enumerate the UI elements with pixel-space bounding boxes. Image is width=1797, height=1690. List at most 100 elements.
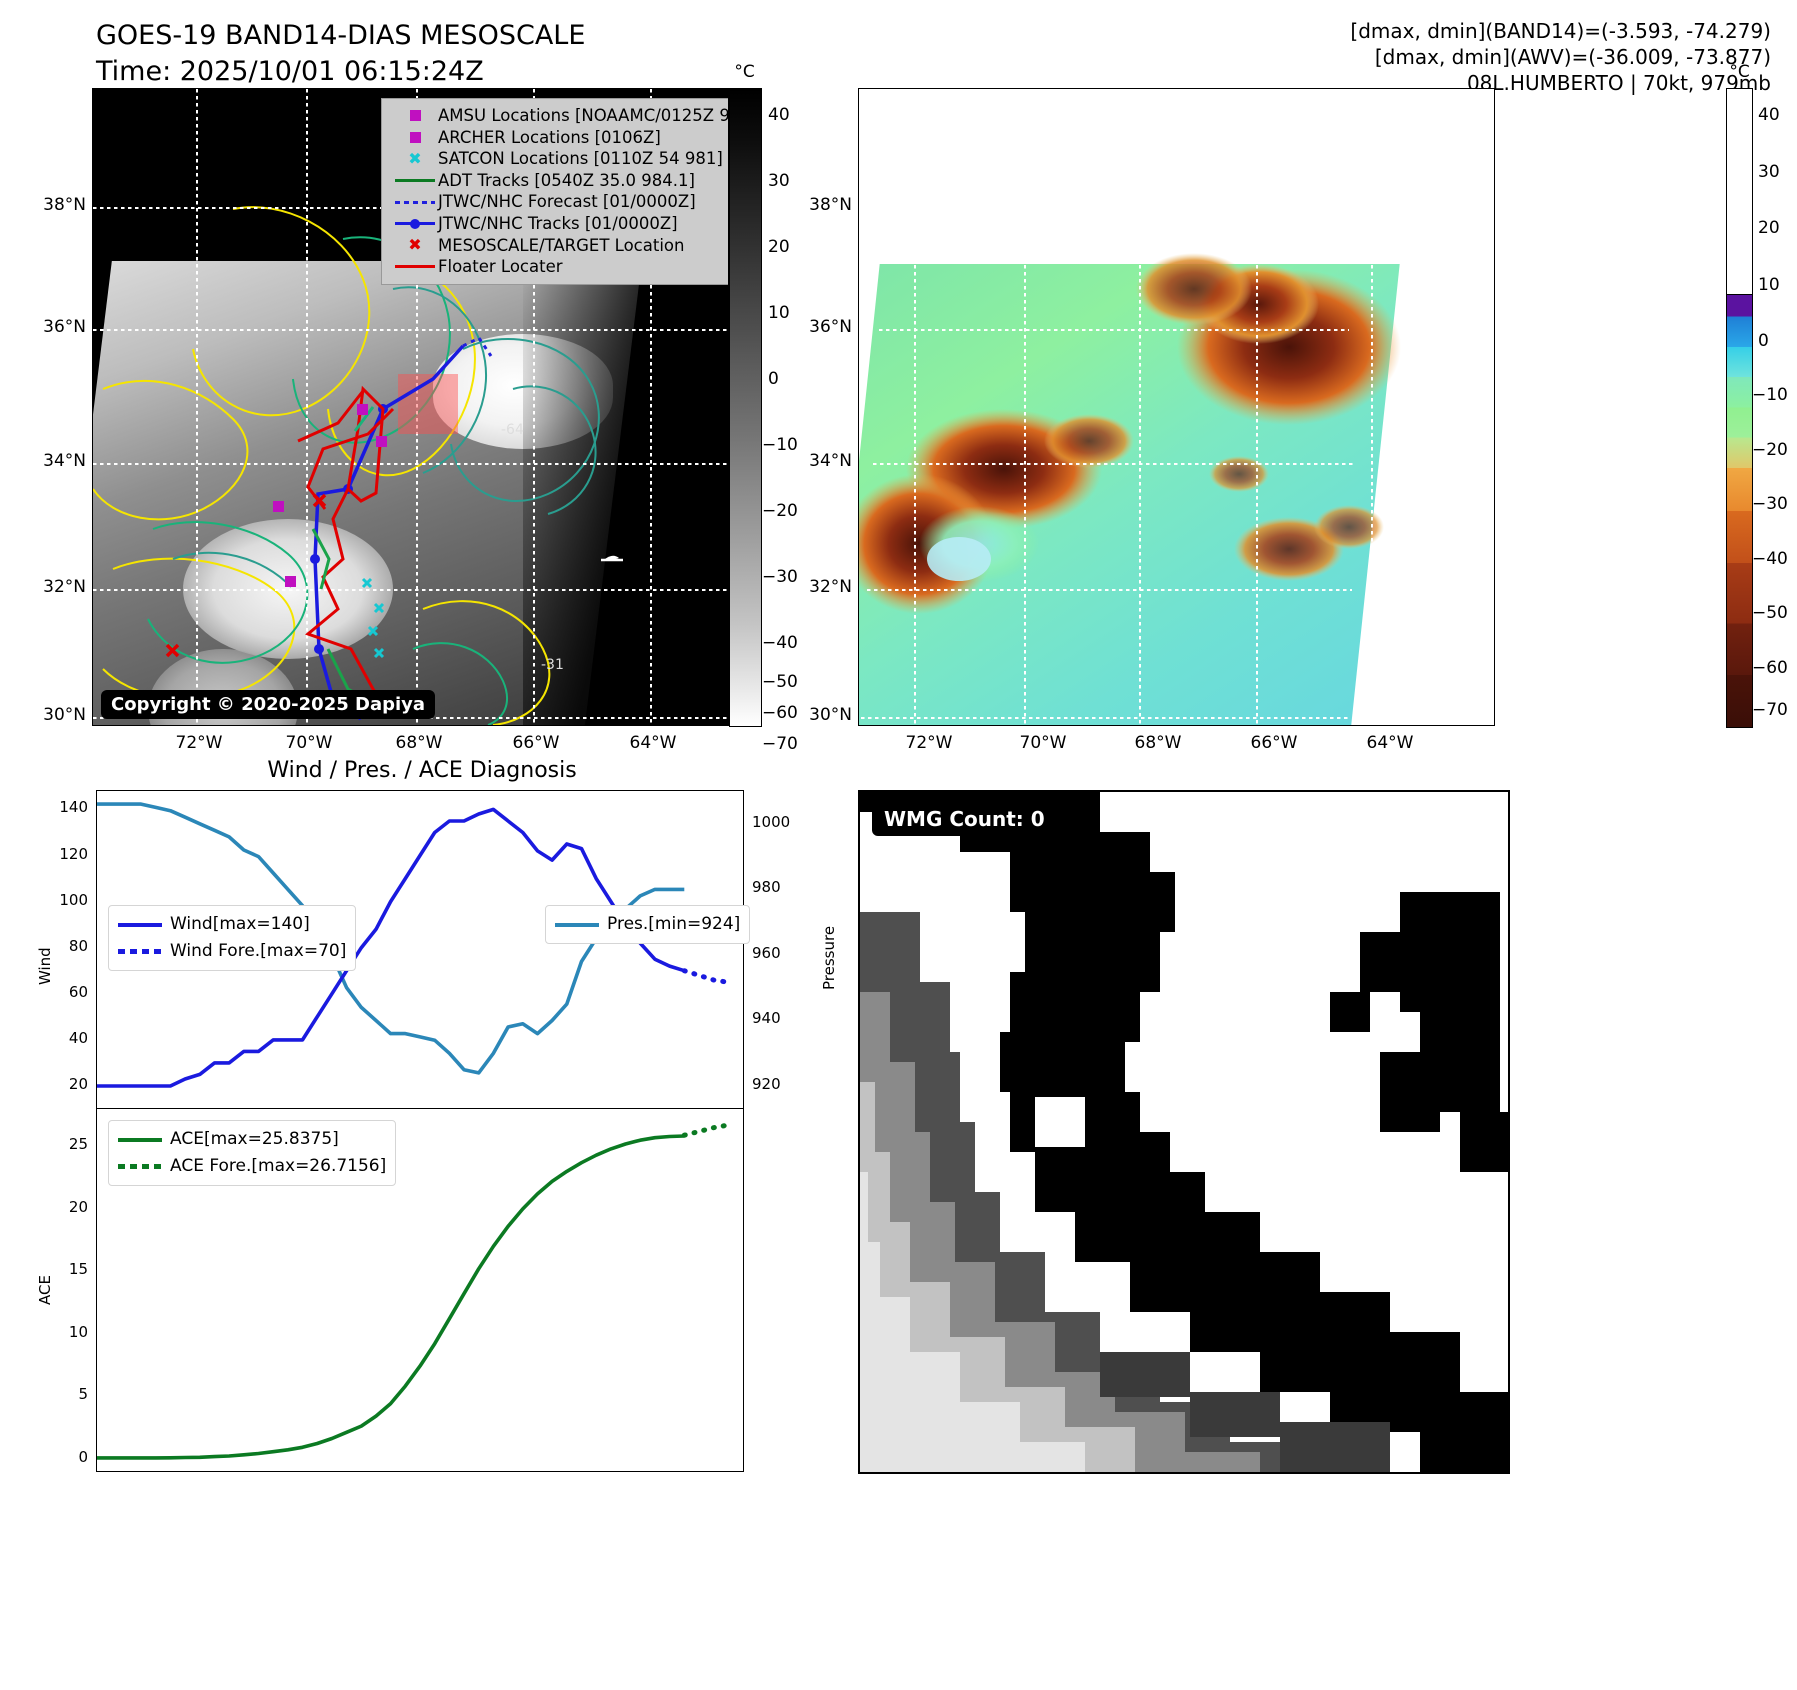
ir-satellite-map[interactable]: -64 -31 (92, 88, 729, 726)
ir-colorbar-tick: 30 (768, 171, 790, 191)
ir-colorbar-tick: −60 (762, 703, 798, 723)
wv-lat-tick: 32°N (809, 577, 852, 597)
wind-tick-label: 120 (59, 844, 88, 863)
teal-solid-line-icon (555, 922, 607, 927)
page-title: GOES-19 BAND14-DIAS MESOSCALE (96, 20, 586, 51)
wind-pres-ace-title: Wind / Pres. / ACE Diagnosis (267, 758, 577, 783)
wv-lat-tick: 34°N (809, 451, 852, 471)
wv-colorbar-tick: −40 (1752, 549, 1788, 569)
ir-lon-tick: 70°W (285, 733, 333, 753)
legend-item-amsu: AMSU Locations [NOAAMC/0125Z 91 968] (392, 105, 729, 127)
blue-solid-line-icon (118, 922, 170, 927)
ace-tick-label: 20 (68, 1197, 88, 1216)
legend-item-satcon: ✖ SATCON Locations [0110Z 54 981] (392, 148, 728, 170)
ir-lat-tick: 34°N (43, 451, 86, 471)
ir-map-legend: AMSU Locations [NOAAMC/0125Z 91 968] ARC… (381, 98, 729, 285)
ace-legend: ACE[max=25.8375] ACE Fore.[max=26.7156] (108, 1120, 397, 1186)
map-gridline (93, 463, 728, 465)
green-dotted-line-icon (118, 1164, 170, 1169)
map-gridline (306, 89, 308, 725)
pressure-tick-label: 960 (752, 943, 781, 962)
ir-colorbar-tick: 40 (768, 105, 790, 125)
wv-colorbar-tick: −20 (1752, 440, 1788, 460)
legend-label: JTWC/NHC Tracks [01/0000Z] (438, 213, 678, 233)
map-gridline (1139, 265, 1141, 725)
red-x-marker-icon: ✖ (408, 235, 422, 255)
pressure-tick-label: 940 (752, 1009, 781, 1028)
wv-colorbar-tick: 30 (1758, 162, 1780, 182)
red-line-icon (392, 265, 438, 269)
legend-label: ACE[max=25.8375] (170, 1129, 339, 1149)
wv-lon-tick: 72°W (905, 733, 953, 753)
ir-colorbar-tick: −20 (762, 501, 798, 521)
copyright-badge: Copyright © 2020-2025 Dapiya (101, 690, 436, 719)
svg-text:-64: -64 (501, 422, 524, 438)
legend-label: Floater Locater (438, 257, 563, 277)
ir-colorbar-tick: 20 (768, 237, 790, 257)
legend-label: ACE Fore.[max=26.7156] (170, 1156, 387, 1176)
wind-tick-label: 60 (68, 982, 88, 1001)
wv-colorbar-tick: −30 (1752, 494, 1788, 514)
wv-lon-tick: 68°W (1134, 733, 1182, 753)
legend-item-ace-forecast: ACE Fore.[max=26.7156] (118, 1153, 386, 1180)
magenta-square-marker-icon (392, 110, 438, 122)
legend-item-mesoscale: ✖ MESOSCALE/TARGET Location (392, 235, 728, 257)
wind-tick-label: 20 (68, 1074, 88, 1093)
wv-colorbar-unit: °C (1729, 62, 1750, 82)
wv-colorbar-tick: 20 (1758, 218, 1780, 238)
diagnostic-meta-block: [dmax, dmin](BAND14)=(-3.593, -74.279) [… (1350, 18, 1771, 96)
legend-label: Wind[max=140] (170, 914, 310, 934)
legend-item-tracks: JTWC/NHC Tracks [01/0000Z] (392, 213, 728, 235)
legend-item-archer: ARCHER Locations [0106Z] (392, 127, 728, 149)
wv-imagery-detail (859, 253, 1401, 614)
map-gridline (914, 265, 916, 725)
legend-label: ADT Tracks [0540Z 35.0 984.1] (438, 170, 695, 190)
legend-item-pressure: Pres.[min=924] (555, 911, 740, 938)
wmg-mask-image (860, 792, 1508, 1472)
wind-pressure-plot (97, 802, 731, 1088)
legend-item-floater: Floater Locater (392, 256, 728, 278)
map-gridline (416, 89, 418, 725)
pressure-tick-label: 920 (752, 1075, 781, 1094)
ir-lon-tick: 66°W (512, 733, 560, 753)
map-gridline (533, 89, 535, 725)
ir-lat-tick: 36°N (43, 317, 86, 337)
ir-lat-tick: 32°N (43, 577, 86, 597)
legend-item-wind: Wind[max=140] (118, 911, 346, 938)
wv-lon-tick: 66°W (1250, 733, 1298, 753)
wv-colorbar-tick: 40 (1758, 105, 1780, 125)
wind-tick-label: 100 (59, 890, 88, 909)
wv-colorbar-upper (1726, 88, 1753, 296)
wv-lat-tick: 36°N (809, 317, 852, 337)
wind-tick-label: 140 (59, 798, 88, 817)
ir-colorbar-tick: 10 (768, 303, 790, 323)
map-gridline (873, 463, 1353, 465)
ir-colorbar-tick: 0 (768, 369, 779, 389)
legend-item-wind-forecast: Wind Fore.[max=70] (118, 938, 346, 965)
wind-legend: Wind[max=140] Wind Fore.[max=70] (108, 905, 357, 971)
wv-colorbar-tick: −50 (1752, 603, 1788, 623)
ace-tick-label: 0 (78, 1447, 88, 1466)
map-gridline (93, 589, 728, 591)
legend-item-forecast: JTWC/NHC Forecast [01/0000Z] (392, 191, 728, 213)
ace-tick-label: 5 (78, 1385, 88, 1404)
map-gridline (1024, 265, 1026, 725)
map-gridline (861, 717, 1351, 719)
wv-colorbar-lower (1726, 294, 1753, 728)
legend-label: AMSU Locations [NOAAMC/0125Z 91 968] (438, 106, 729, 125)
magenta-square-marker-icon (392, 131, 438, 143)
wv-colorbar-tick: −70 (1752, 700, 1788, 720)
ace-tick-label: 15 (68, 1260, 88, 1279)
legend-item-ace: ACE[max=25.8375] (118, 1126, 386, 1153)
wv-satellite-map[interactable] (858, 88, 1495, 726)
blue-dotted-line-icon (392, 200, 438, 204)
pressure-tick-label: 980 (752, 878, 781, 897)
ace-tick-label: 25 (68, 1135, 88, 1154)
wmg-panel[interactable]: WMG Count: 0 (858, 790, 1510, 1474)
legend-label: ARCHER Locations [0106Z] (438, 127, 661, 147)
ir-lat-tick: 38°N (43, 195, 86, 215)
storm-track-overlay (165, 336, 623, 721)
wv-colorbar-tick: −10 (1752, 385, 1788, 405)
wind-axis-label: Wind (36, 947, 54, 985)
ace-tick-label: 10 (68, 1322, 88, 1341)
